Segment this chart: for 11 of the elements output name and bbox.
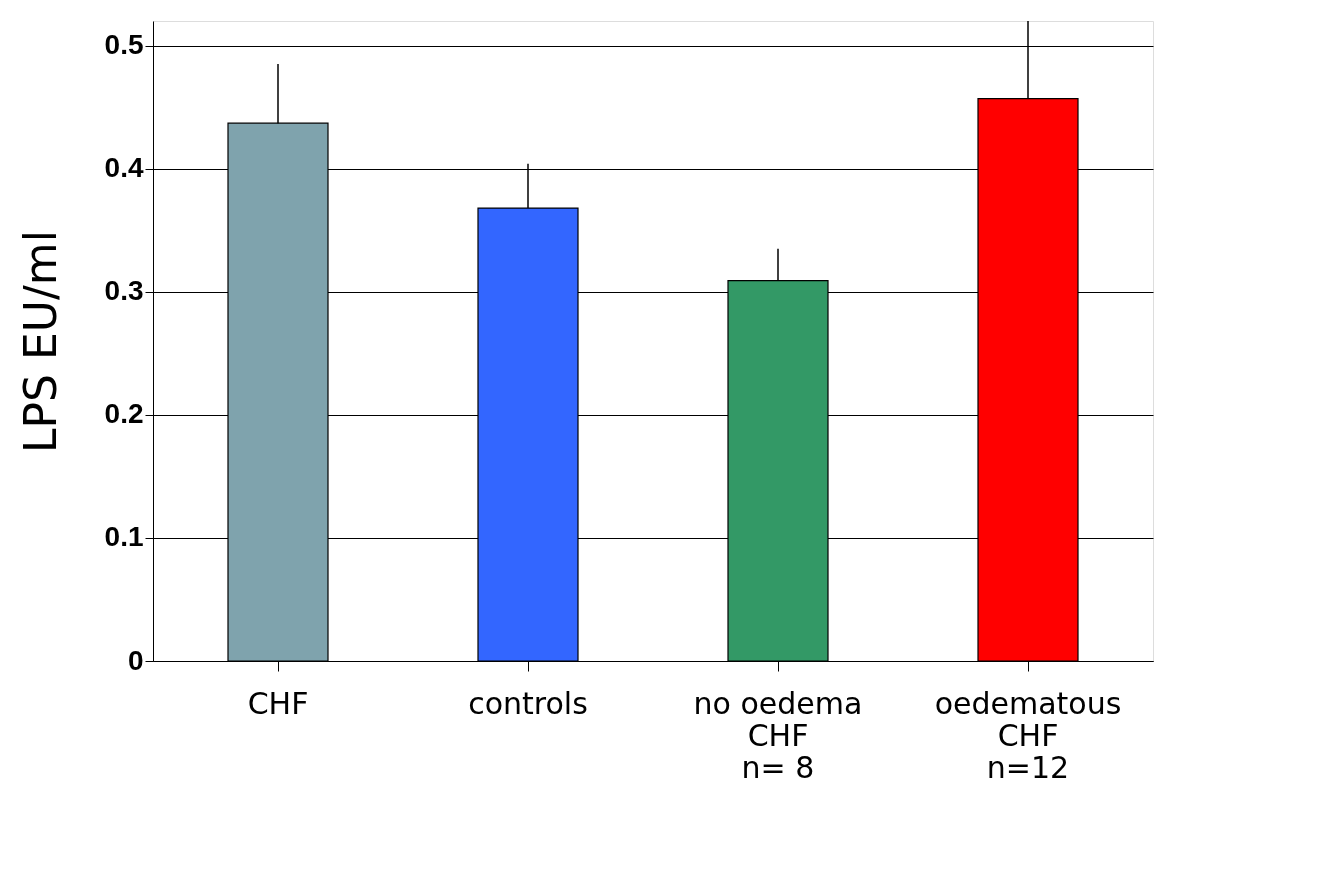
y-tick-label: 0.3	[104, 275, 144, 307]
x-tick-label: CHF	[247, 685, 309, 721]
x-tick-label: no oedema CHF n= 8	[693, 685, 863, 785]
y-tick-label: 0.5	[104, 29, 144, 61]
y-tick-label: 0.4	[104, 152, 144, 184]
y-tick-label: 0.1	[104, 521, 144, 553]
y-tick-label: 0.2	[104, 398, 144, 430]
x-tick-label: controls	[468, 685, 588, 721]
y-axis-title: LPS EU/ml	[14, 230, 66, 453]
y-tick-label: 0	[127, 644, 144, 676]
x-tick-label: oedematous CHF n=12	[934, 685, 1122, 785]
